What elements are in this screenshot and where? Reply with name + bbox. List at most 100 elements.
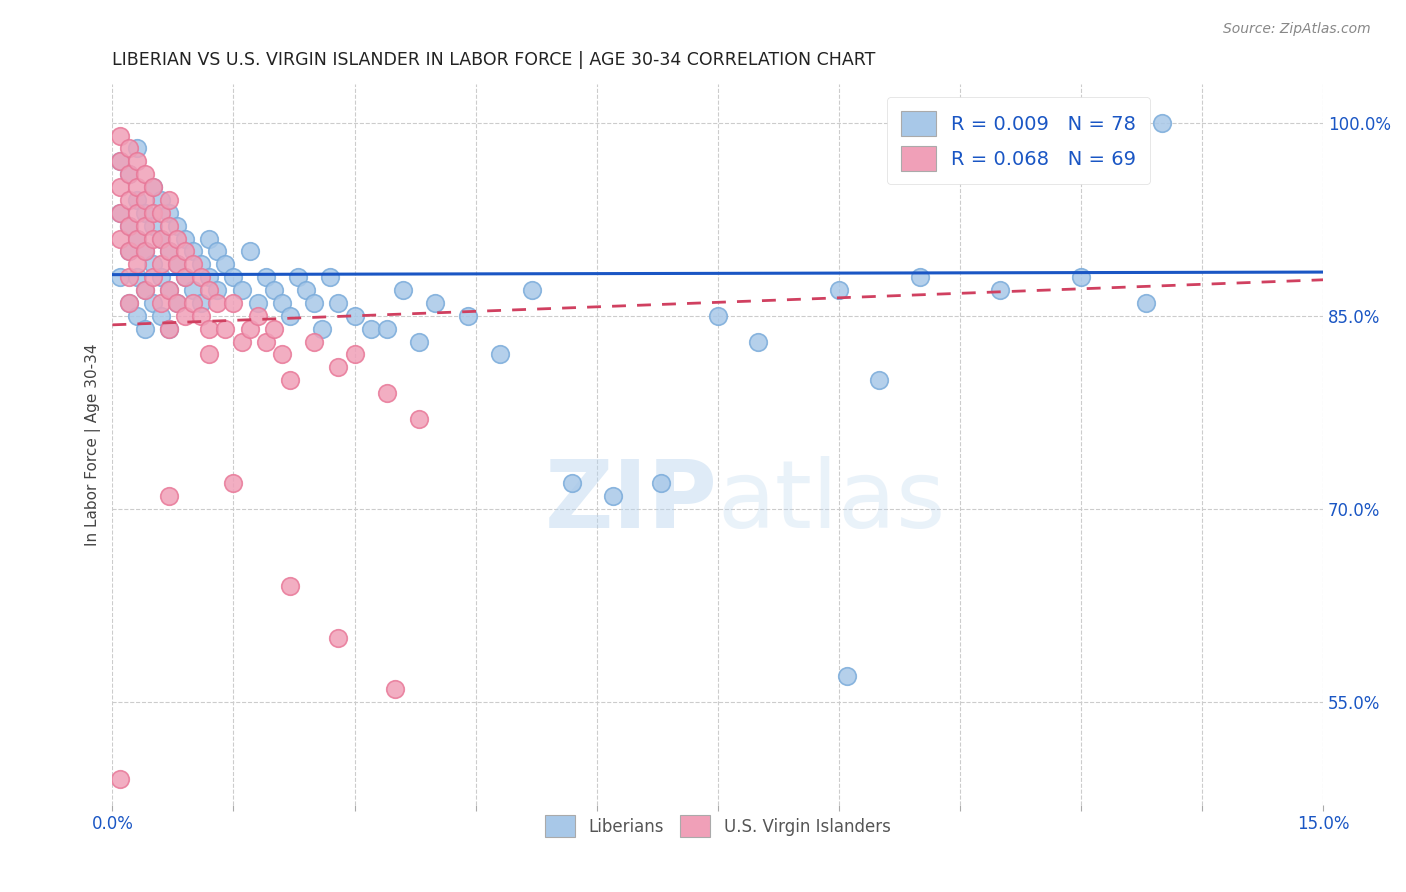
Point	[174, 244, 197, 259]
Point	[181, 244, 204, 259]
Point	[520, 283, 543, 297]
Point	[190, 257, 212, 271]
Point	[142, 270, 165, 285]
Point	[207, 244, 229, 259]
Point	[166, 296, 188, 310]
Point	[117, 167, 139, 181]
Point	[254, 334, 277, 349]
Point	[343, 347, 366, 361]
Point	[343, 309, 366, 323]
Point	[157, 322, 180, 336]
Point	[157, 244, 180, 259]
Text: Source: ZipAtlas.com: Source: ZipAtlas.com	[1223, 22, 1371, 37]
Point	[142, 219, 165, 233]
Point	[302, 296, 325, 310]
Point	[149, 231, 172, 245]
Point	[125, 206, 148, 220]
Point	[174, 309, 197, 323]
Point	[134, 244, 156, 259]
Point	[134, 283, 156, 297]
Point	[166, 296, 188, 310]
Point	[278, 579, 301, 593]
Point	[110, 154, 132, 169]
Point	[278, 309, 301, 323]
Point	[134, 193, 156, 207]
Point	[166, 231, 188, 245]
Point	[157, 322, 180, 336]
Point	[214, 257, 236, 271]
Point	[117, 270, 139, 285]
Point	[868, 373, 890, 387]
Point	[384, 682, 406, 697]
Point	[1150, 116, 1173, 130]
Point	[181, 296, 204, 310]
Point	[174, 270, 197, 285]
Point	[360, 322, 382, 336]
Point	[125, 231, 148, 245]
Point	[190, 270, 212, 285]
Point	[1135, 296, 1157, 310]
Point	[142, 296, 165, 310]
Point	[110, 180, 132, 194]
Point	[707, 309, 730, 323]
Point	[166, 257, 188, 271]
Point	[222, 296, 245, 310]
Point	[110, 231, 132, 245]
Point	[207, 283, 229, 297]
Point	[134, 219, 156, 233]
Point	[328, 296, 350, 310]
Point	[239, 244, 262, 259]
Point	[149, 231, 172, 245]
Point	[110, 270, 132, 285]
Point	[117, 219, 139, 233]
Point	[207, 296, 229, 310]
Point	[190, 296, 212, 310]
Point	[181, 257, 204, 271]
Point	[278, 373, 301, 387]
Point	[142, 180, 165, 194]
Point	[149, 270, 172, 285]
Point	[149, 206, 172, 220]
Point	[287, 270, 309, 285]
Text: atlas: atlas	[718, 456, 946, 549]
Point	[328, 631, 350, 645]
Point	[166, 257, 188, 271]
Text: LIBERIAN VS U.S. VIRGIN ISLANDER IN LABOR FORCE | AGE 30-34 CORRELATION CHART: LIBERIAN VS U.S. VIRGIN ISLANDER IN LABO…	[112, 51, 876, 69]
Point	[125, 309, 148, 323]
Point	[174, 270, 197, 285]
Point	[271, 296, 294, 310]
Point	[239, 322, 262, 336]
Point	[602, 489, 624, 503]
Point	[408, 412, 430, 426]
Point	[375, 322, 398, 336]
Point	[142, 231, 165, 245]
Point	[117, 193, 139, 207]
Point	[166, 219, 188, 233]
Point	[157, 244, 180, 259]
Point	[222, 270, 245, 285]
Point	[747, 334, 769, 349]
Point	[375, 386, 398, 401]
Point	[222, 476, 245, 491]
Point	[134, 283, 156, 297]
Text: ZIP: ZIP	[546, 456, 718, 549]
Y-axis label: In Labor Force | Age 30-34: In Labor Force | Age 30-34	[86, 343, 101, 546]
Point	[198, 347, 221, 361]
Point	[231, 334, 253, 349]
Point	[125, 154, 148, 169]
Point	[908, 270, 931, 285]
Point	[263, 283, 285, 297]
Point	[117, 167, 139, 181]
Point	[110, 206, 132, 220]
Point	[254, 270, 277, 285]
Point	[231, 283, 253, 297]
Point	[174, 231, 197, 245]
Point	[125, 193, 148, 207]
Point	[134, 206, 156, 220]
Point	[157, 206, 180, 220]
Point	[125, 180, 148, 194]
Point	[246, 296, 269, 310]
Point	[198, 270, 221, 285]
Point	[246, 309, 269, 323]
Point	[408, 334, 430, 349]
